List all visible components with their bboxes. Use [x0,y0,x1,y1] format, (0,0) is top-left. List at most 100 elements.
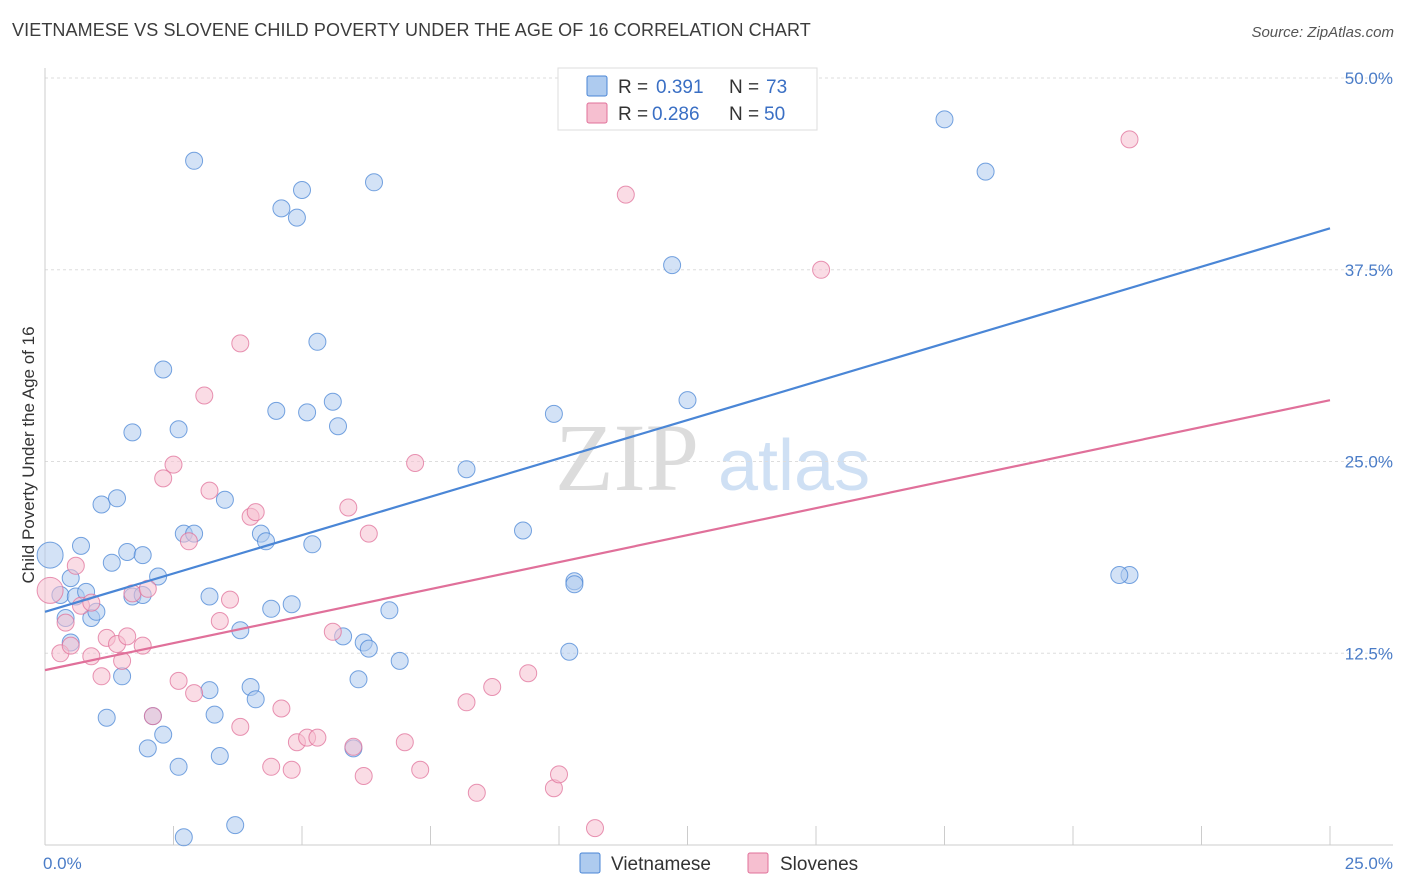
trend-line-vietnamese [44,227,1331,613]
legend-r-value-slovenes: 0.286 [652,104,700,125]
point-slovenes-53 [1120,130,1139,149]
point-vietnamese-18 [133,546,152,565]
point-vietnamese-51 [323,392,342,411]
point-slovenes-19 [169,671,188,690]
point-slovenes-45 [467,783,486,802]
point-vietnamese-59 [380,601,399,620]
point-vietnamese-49 [303,535,322,554]
chart-title: VIETNAMESE VS SLOVENE CHILD POVERTY UNDE… [12,20,811,40]
point-vietnamese-60 [390,651,409,670]
point-vietnamese-62 [514,521,532,540]
point-slovenes-50 [586,819,604,838]
point-slovenes-22 [195,386,214,405]
x-tick-label-0: 0.0% [43,854,82,873]
point-vietnamese-34 [210,747,229,765]
point-slovenes-32 [282,760,301,779]
point-slovenes-27 [231,334,250,353]
point-vietnamese-15 [118,543,137,561]
point-vietnamese-39 [246,690,265,709]
point-vietnamese-23 [154,725,173,744]
point-vietnamese-69 [976,162,995,181]
point-slovenes-30 [262,757,281,776]
point-vietnamese-10 [92,495,111,514]
point-vietnamese-14 [113,667,132,686]
point-slovenes-49 [550,765,568,784]
series-legend-label-slovenes: Slovenes [780,854,858,875]
point-slovenes-25 [221,590,239,609]
point-vietnamese-48 [298,403,317,422]
chart-source: Source: ZipAtlas.com [1251,24,1394,41]
trend-layer [44,227,1331,672]
legend-r-label-vietnamese: R = [618,77,648,98]
watermark: ZIP atlas [555,404,870,511]
point-slovenes-46 [483,678,502,696]
point-vietnamese-46 [287,208,306,227]
point-vietnamese-28 [174,828,193,847]
point-slovenes-16 [143,707,162,726]
point-vietnamese-20 [138,739,157,758]
point-slovenes-20 [179,532,198,551]
y-tick-label-1: 25.0% [1345,453,1393,472]
point-vietnamese-36 [226,816,245,835]
point-vietnamese-58 [365,173,383,192]
tick-labels: 12.5% 25.0% 37.5% 50.0% 0.0% 25.0% [43,69,1393,873]
point-vietnamese-0 [36,541,64,569]
point-vietnamese-26 [169,757,188,776]
point-slovenes-51 [616,185,635,204]
point-slovenes-0 [36,576,64,604]
point-slovenes-43 [411,760,430,779]
point-vietnamese-25 [169,420,188,439]
point-vietnamese-6 [72,536,90,555]
legend-swatch-vietnamese [586,75,608,97]
legend-n-value-slovenes: 50 [764,104,785,125]
point-slovenes-18 [164,455,183,474]
point-slovenes-23 [200,481,219,500]
axes [44,68,1393,846]
trend-line-slovenes [44,399,1331,672]
point-vietnamese-13 [108,489,126,508]
point-slovenes-52 [812,260,831,279]
point-slovenes-26 [231,717,250,736]
point-slovenes-47 [519,664,538,683]
point-slovenes-12 [118,627,137,646]
point-vietnamese-43 [267,401,286,420]
x-tick-label-1: 25.0% [1345,854,1393,873]
series-legend-swatch-vietnamese [579,852,601,874]
legend-n-label-vietnamese: N = [729,77,759,98]
points-layer [36,110,1139,847]
point-slovenes-36 [323,622,342,641]
point-vietnamese-71 [1110,566,1129,584]
point-slovenes-44 [457,693,476,712]
y-tick-label-2: 37.5% [1345,261,1393,280]
legend-r-label-slovenes: R = [618,104,648,125]
point-vietnamese-68 [935,110,954,129]
legend-r-value-vietnamese: 0.391 [656,77,704,98]
point-vietnamese-11 [97,708,116,727]
x-minor-ticks [44,826,1331,845]
point-slovenes-24 [210,612,229,630]
point-slovenes-4 [66,556,85,575]
point-slovenes-35 [308,728,327,747]
gridlines [45,77,1393,654]
point-slovenes-21 [185,684,204,703]
point-vietnamese-64 [560,642,579,661]
point-vietnamese-32 [200,587,219,606]
point-slovenes-2 [56,613,75,632]
point-vietnamese-45 [282,595,301,614]
y-axis-label: Child Poverty Under the Age of 16 [19,326,38,583]
point-slovenes-11 [113,651,132,670]
point-vietnamese-67 [678,391,697,410]
point-vietnamese-16 [123,423,142,442]
point-vietnamese-72 [565,575,584,594]
point-slovenes-3 [61,636,80,655]
legend-box: R = 0.391 N = 73 R = 0.286 N = 50 [557,67,818,131]
point-slovenes-31 [272,699,291,718]
y-tick-label-0: 12.5% [1345,644,1393,663]
point-slovenes-39 [354,767,373,785]
point-slovenes-40 [359,524,378,543]
point-slovenes-37 [339,498,358,517]
point-slovenes-41 [395,733,414,752]
point-vietnamese-33 [205,705,224,724]
point-vietnamese-52 [329,417,347,436]
